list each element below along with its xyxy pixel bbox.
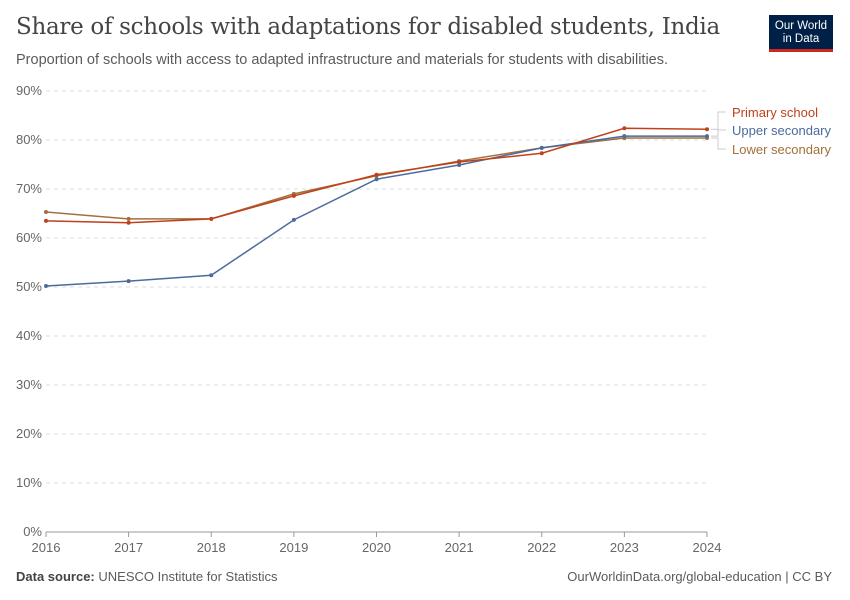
- data-point: [209, 273, 214, 278]
- x-tick-label: 2017: [114, 540, 143, 555]
- legend-connector: [711, 129, 726, 137]
- legend-connector: [711, 111, 726, 130]
- y-tick-label: 90%: [16, 83, 42, 98]
- y-tick-label: 40%: [16, 328, 42, 343]
- data-point: [126, 279, 131, 284]
- legend-label: Upper secondary: [732, 123, 831, 138]
- y-tick-label: 30%: [16, 377, 42, 392]
- data-point: [539, 145, 544, 150]
- x-tick-label: 2022: [527, 540, 556, 555]
- x-tick-label: 2019: [279, 540, 308, 555]
- legend-connector: [711, 137, 726, 150]
- data-source: Data source: UNESCO Institute for Statis…: [16, 569, 278, 584]
- data-point: [291, 193, 296, 198]
- y-tick-label: 70%: [16, 181, 42, 196]
- y-tick-label: 10%: [16, 475, 42, 490]
- x-tick-label: 2024: [693, 540, 722, 555]
- owid-logo[interactable]: Our World in Data: [769, 15, 833, 52]
- data-point: [457, 160, 462, 165]
- data-point: [126, 220, 131, 225]
- footer-link[interactable]: OurWorldinData.org/global-education | CC…: [567, 569, 832, 584]
- y-tick-label: 0%: [23, 524, 42, 539]
- y-tick-label: 50%: [16, 279, 42, 294]
- data-point: [126, 216, 131, 221]
- data-point: [44, 218, 48, 223]
- y-tick-label: 80%: [16, 132, 42, 147]
- data-point: [374, 177, 379, 182]
- legend-label: Lower secondary: [732, 142, 831, 157]
- source-label: Data source:: [16, 569, 95, 584]
- series-line: [45, 135, 707, 287]
- x-tick-label: 2021: [445, 540, 474, 555]
- x-tick-label: 2018: [197, 540, 226, 555]
- y-tick-label: 60%: [16, 230, 42, 245]
- data-point: [622, 126, 627, 131]
- chart-subtitle: Proportion of schools with access to ada…: [16, 52, 669, 68]
- x-tick-label: 2023: [610, 540, 639, 555]
- data-point: [209, 216, 214, 221]
- data-point: [622, 134, 627, 139]
- x-tick-label: 2016: [32, 540, 61, 555]
- data-point: [705, 134, 709, 139]
- data-point: [457, 162, 462, 167]
- data-point: [705, 127, 709, 132]
- legend-label: Primary school: [732, 105, 818, 120]
- data-point: [291, 217, 296, 222]
- chart-title: Share of schools with adaptations for di…: [16, 14, 720, 40]
- data-point: [539, 151, 544, 156]
- data-point: [44, 210, 48, 215]
- x-tick-label: 2020: [362, 540, 391, 555]
- y-tick-label: 20%: [16, 426, 42, 441]
- data-point: [374, 172, 379, 177]
- data-point: [44, 284, 48, 289]
- line-chart: 0% 10% 20% 30% 40% 50% 60% 70% 80% 90% 2016 2017 201…: [16, 83, 832, 555]
- source-text[interactable]: UNESCO Institute for Statistics: [98, 569, 278, 584]
